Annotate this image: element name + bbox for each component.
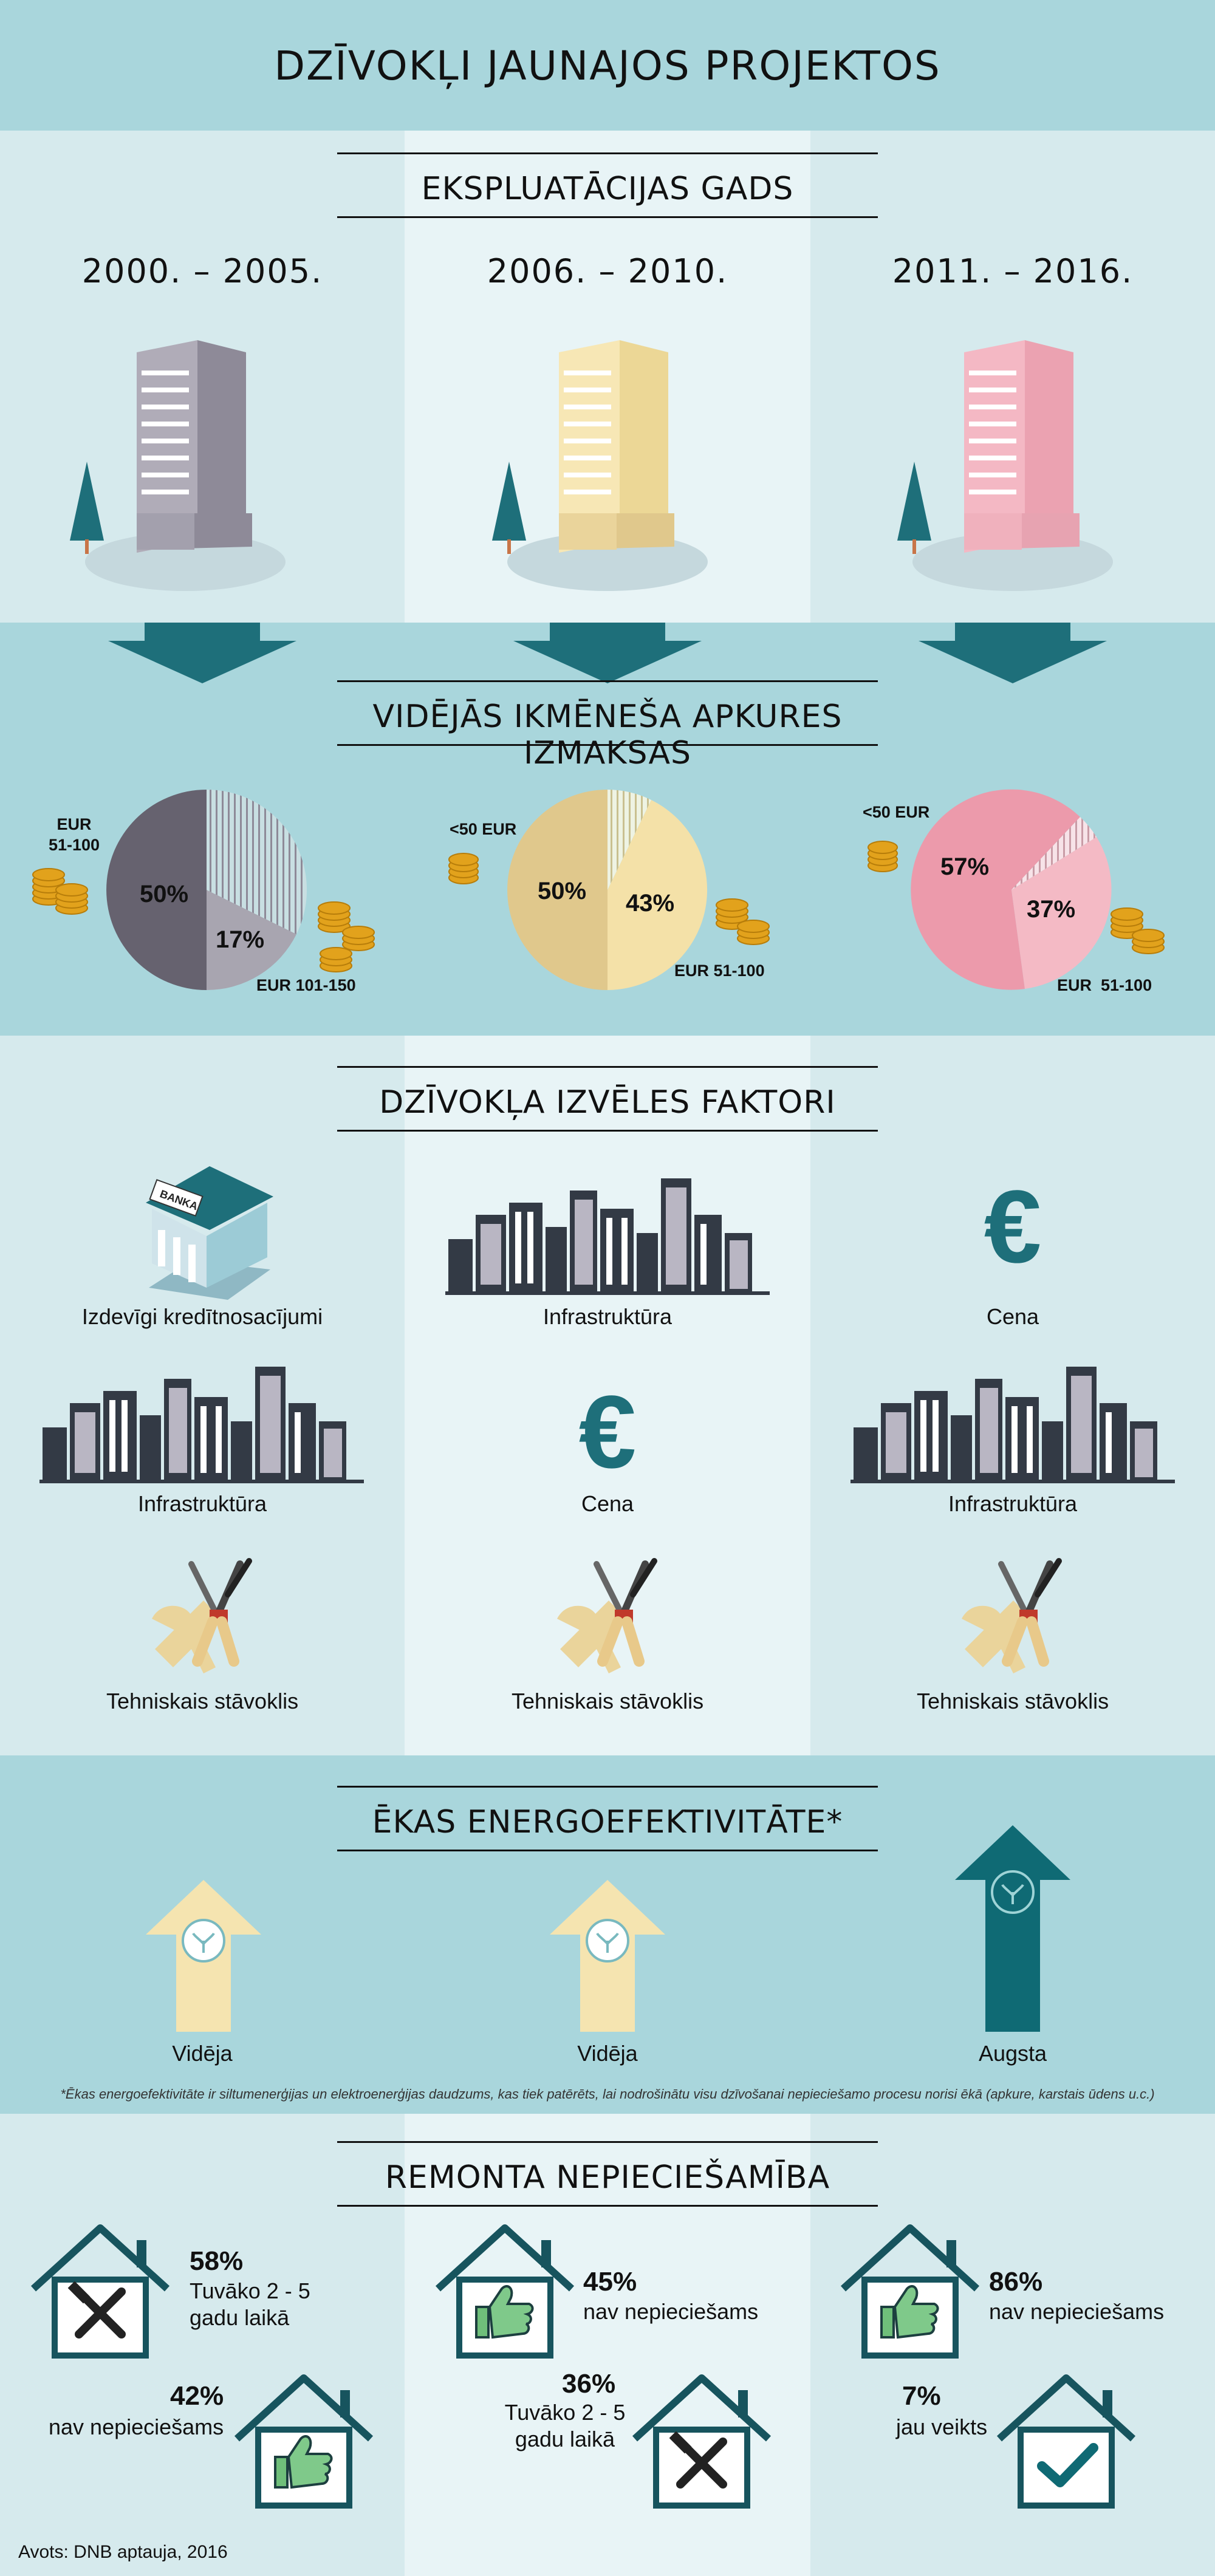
title-bar: DZĪVOKĻI JAUNAJOS PROJEKTOS xyxy=(0,0,1215,131)
factor-label: Tehniskais stāvoklis xyxy=(916,1689,1109,1713)
pie-legend-label: EUR 51-100 xyxy=(1057,976,1152,994)
energy-level-label: Vidēja xyxy=(577,2041,638,2066)
pie-legend-label: <50 EUR xyxy=(450,820,517,838)
pie-legend-label: EUR 51-100 xyxy=(49,815,100,854)
city-skyline-icon xyxy=(850,1367,1175,1483)
house-check-icon xyxy=(996,2374,1136,2509)
pie-pct: 37% xyxy=(1027,896,1076,923)
footnote: *Ēkas energoefektivitāte ir siltumenerģi… xyxy=(60,2086,1155,2102)
house-thumbsup-icon xyxy=(234,2374,374,2509)
down-arrow-icon xyxy=(919,623,1107,683)
coins-icon xyxy=(318,901,375,972)
pie-legend-label: <50 EUR xyxy=(863,803,930,821)
pie-pct: 43% xyxy=(626,890,675,917)
down-arrow-icon xyxy=(108,623,296,683)
building-pink-icon xyxy=(897,340,1113,591)
factor-label: Cena xyxy=(986,1304,1039,1329)
energy-arrow-icon xyxy=(550,1880,665,2032)
factor-label: Cena xyxy=(581,1491,634,1516)
section-heading: ĒKAS ENERGOEFEKTIVITĀTE* xyxy=(372,1804,843,1840)
energy-heading-block: ĒKAS ENERGOEFEKTIVITĀTE* xyxy=(337,1786,878,1853)
repair-text: nav nepieciešams xyxy=(49,2414,224,2439)
repair-section: REMONTA NEPIECIEŠAMĪBA 58% Tuvāko 2 - 5 … xyxy=(0,2114,1215,2576)
energy-section: ĒKAS ENERGOEFEKTIVITĀTE* Vidēja Vidēja A… xyxy=(0,1755,1215,2114)
factors-section: DZĪVOKĻA IZVĒLES FAKTORI BANKA Izdevīgi … xyxy=(0,1036,1215,1755)
period-label: 2006. – 2010. xyxy=(487,252,728,290)
pie-legend-label: EUR 51-100 xyxy=(674,962,765,980)
section-heading: DZĪVOKĻA IZVĒLES FAKTORI xyxy=(379,1084,836,1121)
tools-icon xyxy=(152,1558,252,1673)
section-heading: REMONTA NEPIECIEŠAMĪBA xyxy=(385,2159,830,2196)
coins-icon xyxy=(868,841,898,872)
repair-text: nav nepieciešams xyxy=(583,2299,759,2324)
repair-pct: 86% xyxy=(989,2267,1043,2297)
repair-pct: 42% xyxy=(170,2381,224,2411)
heating-pie-gray xyxy=(106,790,307,990)
repair-pct: 36% xyxy=(562,2369,616,2399)
factor-label: Infrastruktūra xyxy=(137,1491,267,1516)
energy-level-label: Vidēja xyxy=(172,2041,233,2066)
repair-text: nav nepieciešams xyxy=(989,2299,1165,2324)
house-tools-icon xyxy=(30,2224,170,2359)
coins-icon xyxy=(1111,907,1165,954)
euro-icon: € xyxy=(984,1169,1042,1285)
repair-pct: 45% xyxy=(583,2267,637,2297)
energy-arrow-icon xyxy=(955,1825,1070,2032)
period-label: 2011. – 2016. xyxy=(892,252,1134,290)
section-heading: EKSPLUATĀCIJAS GADS xyxy=(421,171,794,207)
repair-text: Tuvāko 2 - 5 gadu laikā xyxy=(190,2278,310,2330)
pie-pct: 50% xyxy=(140,881,189,907)
coins-icon xyxy=(716,898,770,945)
page-title: DZĪVOKĻI JAUNAJOS PROJEKTOS xyxy=(274,43,941,89)
tools-icon xyxy=(962,1558,1062,1673)
house-thumbsup-icon xyxy=(840,2224,980,2359)
heating-section: VIDĒJĀS IKMĒNEŠA APKURES IZMAKSAS 50% 17… xyxy=(0,623,1215,1036)
city-skyline-icon xyxy=(39,1367,364,1483)
down-arrow-icon xyxy=(513,623,702,683)
year-heading-block: EKSPLUATĀCIJAS GADS xyxy=(337,152,878,219)
factors-heading-block: DZĪVOKĻA IZVĒLES FAKTORI xyxy=(337,1066,878,1133)
pie-pct: 50% xyxy=(538,878,587,904)
source-note: Avots: DNB aptauja, 2016 xyxy=(18,2542,228,2562)
coins-icon xyxy=(448,853,479,884)
factor-label: Infrastruktūra xyxy=(948,1491,1078,1516)
repair-text: Tuvāko 2 - 5 gadu laikā xyxy=(504,2400,626,2451)
bank-icon: BANKA xyxy=(146,1166,273,1300)
repair-heading-block: REMONTA NEPIECIEŠAMĪBA xyxy=(337,2141,878,2208)
energy-level-label: Augsta xyxy=(978,2041,1047,2066)
euro-icon: € xyxy=(578,1375,637,1490)
repair-pct: 7% xyxy=(902,2381,941,2411)
pie-pct: 57% xyxy=(940,853,990,880)
building-gray-icon xyxy=(70,340,286,591)
heating-pie-pink xyxy=(911,789,1112,990)
factor-label: Tehniskais stāvoklis xyxy=(106,1689,299,1713)
factor-label: Infrastruktūra xyxy=(542,1304,673,1329)
repair-text: jau veikts xyxy=(896,2414,988,2439)
building-cream-icon xyxy=(492,340,708,591)
energy-arrow-icon xyxy=(146,1880,261,2032)
factor-label: Izdevīgi kredītnosacījumi xyxy=(81,1304,323,1329)
factor-label: Tehniskais stāvoklis xyxy=(511,1689,704,1713)
period-label: 2000. – 2005. xyxy=(81,252,323,290)
year-section: EKSPLUATĀCIJAS GADS 2000. – 2005. 2006. … xyxy=(0,131,1215,623)
coins-icon xyxy=(32,868,88,915)
pie-legend-label: EUR 101-150 xyxy=(256,976,356,994)
tools-icon xyxy=(557,1558,657,1673)
city-skyline-icon xyxy=(445,1178,770,1295)
heating-heading-block: VIDĒJĀS IKMĒNEŠA APKURES IZMAKSAS xyxy=(337,680,878,771)
repair-pct: 58% xyxy=(190,2246,244,2276)
heating-pie-cream xyxy=(507,790,708,990)
section-heading: VIDĒJĀS IKMĒNEŠA APKURES IZMAKSAS xyxy=(372,699,843,771)
house-thumbsup-icon xyxy=(435,2224,575,2359)
pie-pct: 17% xyxy=(216,926,265,953)
house-tools-icon xyxy=(632,2374,772,2509)
